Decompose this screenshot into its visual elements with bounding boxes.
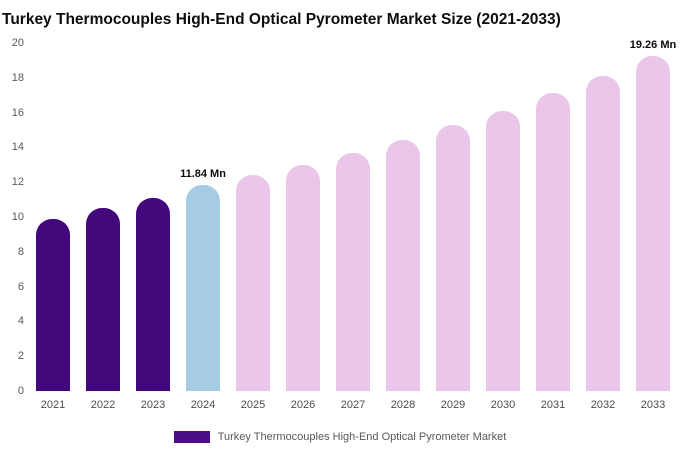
y-tick-label: 8 <box>17 245 24 258</box>
x-tick-label: 2029 <box>440 399 466 411</box>
bar-2026 <box>286 164 320 391</box>
x-tick-label: 2025 <box>240 399 266 411</box>
y-tick-label: 14 <box>11 141 24 154</box>
data-label-2024: 11.84 Mn <box>180 167 226 180</box>
x-tick-label: 2027 <box>340 399 366 411</box>
bar-2030 <box>486 110 520 391</box>
bar-2021 <box>36 218 70 391</box>
x-tick-label: 2022 <box>90 399 116 411</box>
bar-2028 <box>386 140 420 391</box>
bar-2023 <box>136 197 170 391</box>
bar-2029 <box>436 124 470 391</box>
bar-2025 <box>236 175 270 391</box>
legend-swatch <box>173 431 210 443</box>
bar-2022 <box>86 208 120 391</box>
y-tick-label: 10 <box>11 211 24 223</box>
y-tick-label: 18 <box>11 71 24 84</box>
chart-title: Turkey Thermocouples High-End Optical Py… <box>2 11 561 28</box>
x-tick-label: 2024 <box>190 399 216 411</box>
data-label-2033: 19.26 Mn <box>629 38 677 51</box>
x-tick-label: 2021 <box>40 399 66 411</box>
bar-2027 <box>336 152 370 391</box>
y-tick-label: 4 <box>17 315 24 328</box>
bar-2031 <box>536 93 570 391</box>
y-tick-label: 2 <box>17 350 24 363</box>
y-tick-label: 16 <box>11 106 24 119</box>
x-tick-label: 2030 <box>490 399 516 411</box>
y-tick-label: 0 <box>17 385 24 397</box>
x-tick-label: 2026 <box>290 399 316 411</box>
bar-2033 <box>636 55 670 391</box>
bar-2032 <box>586 76 620 391</box>
legend-label: Turkey Thermocouples High-End Optical Py… <box>217 431 507 443</box>
bar-2024 <box>186 184 220 391</box>
legend: Turkey Thermocouples High-End Optical Py… <box>0 431 680 443</box>
y-tick-label: 20 <box>11 37 24 49</box>
x-tick-label: 2028 <box>390 399 416 411</box>
x-tick-label: 2033 <box>640 399 666 411</box>
x-tick-label: 2023 <box>140 399 166 411</box>
x-tick-label: 2032 <box>590 399 616 411</box>
y-tick-label: 6 <box>17 280 24 293</box>
x-tick-label: 2031 <box>540 399 566 411</box>
y-tick-label: 12 <box>11 176 24 189</box>
